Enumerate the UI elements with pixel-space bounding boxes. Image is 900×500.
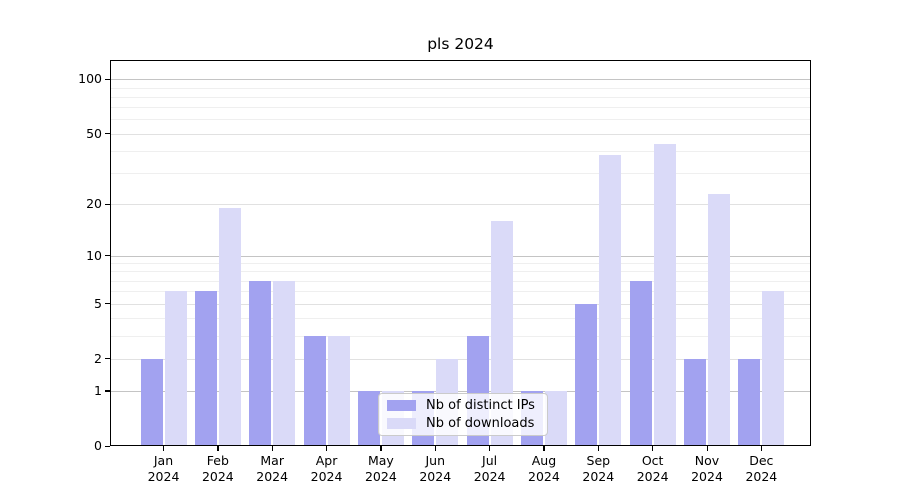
legend: Nb of distinct IPs Nb of downloads xyxy=(378,393,548,436)
bar-distinct-ips-dec xyxy=(738,358,761,446)
x-tick-mark xyxy=(380,446,382,451)
bar-distinct-ips-nov xyxy=(684,358,706,446)
legend-label-distinct-ips: Nb of distinct IPs xyxy=(426,398,535,413)
gridline xyxy=(110,204,811,206)
y-tick-mark xyxy=(105,303,110,305)
major-gridline xyxy=(110,79,811,81)
y-tick-label: 5 xyxy=(94,295,102,311)
legend-swatch-distinct-ips xyxy=(387,400,416,411)
x-tick-label: Mar 2024 xyxy=(256,453,289,484)
x-tick-label: Aug 2024 xyxy=(528,453,560,484)
x-tick-label: Sep 2024 xyxy=(582,453,615,484)
bar-distinct-ips-oct xyxy=(629,280,652,446)
legend-item-downloads: Nb of downloads xyxy=(387,416,547,431)
minor-gridline xyxy=(110,280,811,282)
bar-distinct-ips-mar xyxy=(249,280,272,446)
bar-downloads-aug xyxy=(544,390,567,446)
minor-gridline xyxy=(110,96,811,98)
y-tick-label: 50 xyxy=(86,125,102,141)
bar-downloads-dec xyxy=(762,291,785,446)
y-tick-mark xyxy=(105,445,110,447)
gridline xyxy=(110,133,811,135)
x-tick-label: Jan 2024 xyxy=(147,453,180,484)
bar-downloads-feb xyxy=(218,208,241,446)
bar-downloads-oct xyxy=(653,143,676,446)
bar-downloads-sep xyxy=(599,155,622,446)
x-tick-mark xyxy=(163,446,165,451)
gridline xyxy=(110,358,811,360)
x-tick-mark xyxy=(217,446,219,451)
x-tick-mark xyxy=(760,446,763,451)
y-tick-label: 20 xyxy=(86,196,102,212)
minor-gridline xyxy=(110,173,811,175)
minor-gridline xyxy=(110,335,811,337)
x-tick-mark xyxy=(706,446,708,451)
bar-distinct-ips-apr xyxy=(303,335,326,446)
y-tick-mark xyxy=(105,78,110,81)
x-tick-mark xyxy=(271,446,273,451)
y-tick-mark xyxy=(105,203,110,205)
x-tick-label: Jul 2024 xyxy=(473,453,506,484)
plot-area xyxy=(110,60,811,446)
x-tick-mark xyxy=(597,446,599,451)
bar-distinct-ips-jan xyxy=(140,358,163,446)
chart-title: pls 2024 xyxy=(427,35,494,53)
minor-gridline xyxy=(110,263,811,265)
x-tick-label: Jun 2024 xyxy=(419,453,452,484)
x-tick-mark xyxy=(489,446,491,451)
bar-downloads-mar xyxy=(273,280,296,446)
x-tick-label: Nov 2024 xyxy=(691,453,723,484)
y-tick-label: 0 xyxy=(94,438,102,453)
minor-gridline xyxy=(110,318,811,320)
x-tick-label: Apr 2024 xyxy=(310,453,343,484)
bar-downloads-apr xyxy=(327,335,350,446)
y-tick-label: 2 xyxy=(94,350,102,366)
bar-distinct-ips-sep xyxy=(575,303,598,446)
x-tick-label: Feb 2024 xyxy=(201,453,234,484)
legend-label-downloads: Nb of downloads xyxy=(426,416,535,431)
x-tick-label: Dec 2024 xyxy=(745,453,778,484)
bar-distinct-ips-feb xyxy=(194,291,217,446)
x-tick-mark xyxy=(326,446,328,451)
minor-gridline xyxy=(110,291,811,293)
x-tick-mark xyxy=(434,446,436,451)
y-tick-label: 10 xyxy=(86,247,102,263)
minor-gridline xyxy=(110,271,811,273)
x-tick-label: May 2024 xyxy=(364,453,397,484)
x-tick-mark xyxy=(652,446,654,451)
legend-swatch-downloads xyxy=(387,418,416,429)
minor-gridline xyxy=(110,107,811,109)
y-tick-mark xyxy=(105,390,110,392)
bar-downloads-nov xyxy=(708,193,730,446)
bar-downloads-jan xyxy=(164,291,187,446)
x-tick-label: Oct 2024 xyxy=(636,453,669,484)
minor-gridline xyxy=(110,151,811,153)
y-tick-label: 100 xyxy=(78,71,102,87)
bar-distinct-ips-may xyxy=(357,390,380,446)
minor-gridline xyxy=(110,87,811,89)
bar-downloads-jul xyxy=(490,220,513,446)
major-gridline xyxy=(110,390,811,392)
gridline xyxy=(110,303,811,305)
y-tick-label: 1 xyxy=(94,382,102,398)
legend-item-distinct-ips: Nb of distinct IPs xyxy=(387,398,547,413)
y-tick-mark xyxy=(105,133,110,135)
minor-gridline xyxy=(110,119,811,121)
x-tick-mark xyxy=(543,446,545,451)
major-gridline xyxy=(110,255,811,257)
y-tick-mark xyxy=(105,358,110,360)
y-tick-mark xyxy=(105,255,110,257)
